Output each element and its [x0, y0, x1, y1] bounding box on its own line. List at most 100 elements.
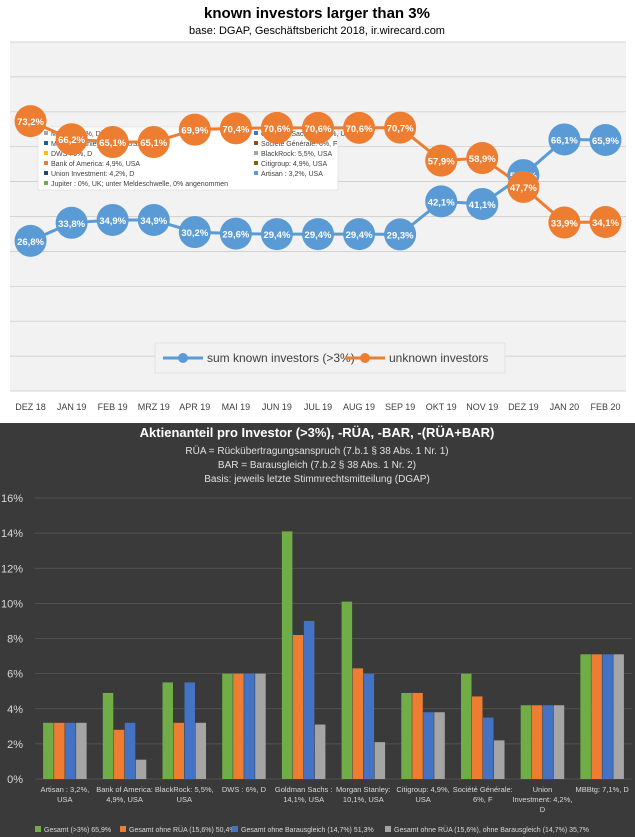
x-tick-label: FEB 19: [98, 402, 128, 412]
bar: [292, 634, 304, 779]
data-label: 26,8%: [17, 237, 44, 248]
x-tick-label: 6%, F: [473, 795, 493, 804]
x-tick-label: USA: [177, 795, 192, 804]
x-tick-label: Bank of America:: [96, 785, 153, 794]
subtitle-line-2: BAR = Barausgleich (7.b.2 § 38 Abs. 1 Nr…: [218, 460, 416, 471]
data-point: [14, 224, 47, 257]
bar: [184, 682, 195, 779]
bar: [162, 682, 173, 779]
bar: [542, 705, 554, 779]
chart-title: known investors larger than 3%: [204, 5, 430, 22]
x-tick-label: AUG 19: [343, 402, 375, 412]
bar: [43, 722, 54, 779]
x-tick-label: BlackRock: 5,5%,: [155, 785, 214, 794]
bar: [341, 601, 353, 779]
data-point: [466, 142, 499, 175]
y-tick-label: 2%: [7, 739, 23, 751]
data-point: [14, 105, 47, 138]
data-point: [260, 111, 293, 144]
legend-swatch: [120, 826, 126, 832]
bar: [244, 673, 255, 779]
annotation-swatch: [254, 131, 258, 135]
chart-title: Aktienanteil pro Investor (>3%), -RÜA, -…: [140, 425, 495, 440]
x-tick-label: Artisan : 3,2%,: [40, 785, 89, 794]
data-point: [178, 216, 211, 249]
data-label: 70,4%: [222, 124, 249, 135]
bar: [54, 722, 65, 779]
data-label: 57,9%: [428, 157, 455, 168]
legend-marker-known: [178, 353, 188, 363]
bar: [602, 654, 613, 779]
data-label: 29,4%: [305, 230, 332, 241]
data-point: [507, 170, 540, 203]
data-label: 34,1%: [592, 218, 619, 229]
data-point: [425, 144, 458, 177]
y-tick-label: 8%: [7, 634, 23, 646]
bar: [461, 673, 472, 779]
bar: [553, 705, 565, 779]
annotation-entry: BlackRock: 5,5%, USA: [261, 151, 333, 158]
bar: [124, 722, 136, 779]
y-tick-label: 10%: [1, 598, 23, 610]
data-point: [55, 123, 88, 156]
subtitle-line-3: Basis: jeweils letzte Stimmrechtsmitteil…: [204, 474, 430, 485]
chart-subtitle: base: DGAP, Geschäftsbericht 2018, ir.wi…: [189, 25, 445, 37]
annotation-swatch: [44, 161, 48, 165]
data-point: [343, 111, 376, 144]
data-label: 33,9%: [551, 219, 578, 230]
x-tick-label: MRZ 19: [138, 402, 170, 412]
data-point: [384, 218, 417, 251]
bar: [531, 705, 543, 779]
x-tick-label: MBBtg: 7,1%, D: [575, 785, 629, 794]
data-point: [302, 111, 334, 144]
data-point: [178, 113, 211, 146]
bar: [113, 729, 125, 779]
data-point: [96, 126, 129, 159]
x-tick-label: NOV 19: [466, 402, 498, 412]
data-point: [589, 206, 622, 239]
x-tick-label: USA: [415, 795, 430, 804]
annotation-entry: Bank of America: 4,9%, USA: [51, 161, 140, 168]
data-label: 70,7%: [387, 124, 414, 135]
data-label: 73,2%: [17, 117, 44, 128]
data-point: [137, 203, 170, 236]
data-label: 42,1%: [428, 197, 455, 208]
legend-swatch: [385, 826, 391, 832]
data-point: [302, 218, 334, 251]
legend-label-unknown: unknown investors: [389, 351, 488, 365]
data-point: [548, 206, 581, 239]
x-tick-label: OKT 19: [426, 402, 457, 412]
data-point: [343, 218, 376, 251]
annotation-entry: Union Investment: 4,2%, D: [51, 171, 134, 178]
annotation-entry: Citigroup: 4,9%, USA: [261, 161, 327, 168]
annotation-swatch: [254, 161, 258, 165]
bar: [412, 692, 423, 779]
y-tick-label: 0%: [7, 774, 23, 786]
bar: [314, 724, 326, 779]
x-tick-label: JAN 19: [57, 402, 87, 412]
bar: [520, 705, 532, 779]
x-tick-label: Goldman Sachs :: [275, 785, 333, 794]
y-tick-label: 16%: [1, 493, 23, 505]
annotation-swatch: [254, 151, 258, 155]
annotation-swatch: [44, 141, 48, 145]
annotation-entry: Jupiter : 0%, UK; unter Meldeschwelle, 0…: [51, 181, 228, 188]
annotation-swatch: [44, 171, 48, 175]
line-chart-known-investors: known investors larger than 3% base: DGA…: [0, 0, 635, 415]
data-point: [548, 123, 581, 156]
bar: [591, 654, 602, 779]
x-tick-label: APR 19: [179, 402, 210, 412]
data-point: [219, 217, 252, 250]
legend-label: Gesamt ohne RÜA (15,6%) 50,4%: [129, 826, 236, 834]
bar: [222, 673, 233, 779]
x-tick-label: Société Générale:: [453, 785, 513, 794]
data-label: 65,9%: [592, 136, 619, 147]
data-label: 29,4%: [346, 230, 373, 241]
legend-swatch: [232, 826, 238, 832]
bar: [352, 668, 364, 779]
bar: [303, 620, 315, 779]
x-tick-label: SEP 19: [385, 402, 415, 412]
x-tick-label: JAN 20: [550, 402, 580, 412]
x-tick-label: 4,9%, USA: [106, 795, 143, 804]
bar: [135, 759, 147, 779]
